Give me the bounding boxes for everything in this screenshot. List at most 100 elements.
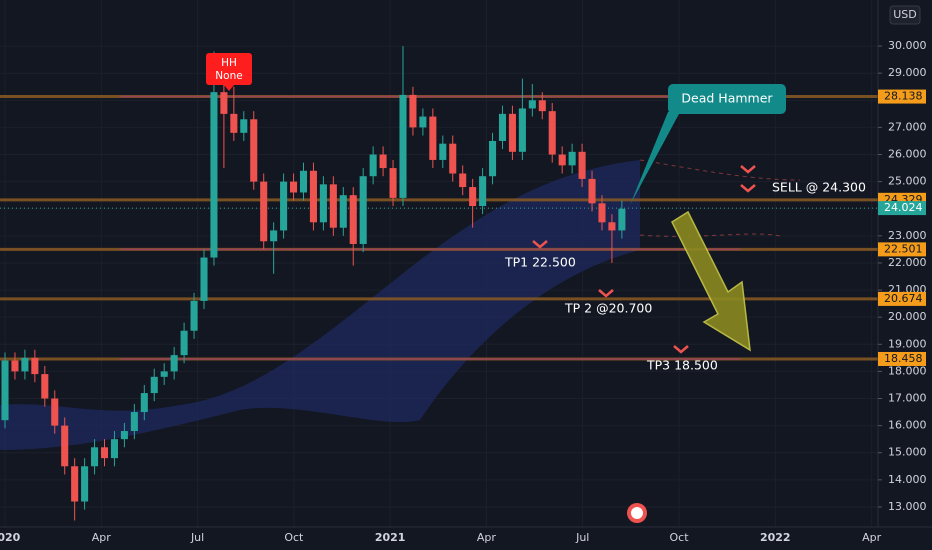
y-tick-label: 16.000 bbox=[888, 419, 927, 432]
candle-body bbox=[538, 100, 546, 112]
axes: 13.000 14.000 15.000 16.000 17.000 18.000 19.0… bbox=[0, 39, 927, 544]
candle-body bbox=[260, 181, 268, 242]
hh-pointer bbox=[224, 85, 234, 91]
candle-body bbox=[210, 92, 218, 258]
candle-body bbox=[290, 181, 298, 193]
candle-body bbox=[389, 168, 397, 198]
candle-body bbox=[299, 170, 308, 193]
candle-body bbox=[120, 431, 128, 440]
candle-body bbox=[71, 466, 79, 502]
candle-body bbox=[220, 92, 228, 114]
chevrons bbox=[532, 165, 756, 354]
x-tick-label: Oct bbox=[284, 531, 304, 544]
candle-body bbox=[21, 357, 29, 372]
level-price-box bbox=[878, 89, 926, 104]
level-price-label: 28.138 bbox=[884, 90, 923, 103]
candle-body bbox=[349, 195, 357, 244]
candle-body bbox=[449, 143, 457, 174]
candle-body bbox=[180, 330, 188, 356]
candle-body bbox=[329, 184, 337, 228]
candle-body bbox=[309, 170, 317, 223]
candle-body bbox=[489, 140, 497, 177]
candle-body bbox=[31, 357, 39, 375]
candle-body bbox=[528, 100, 536, 109]
callout-text: Dead Hammer bbox=[681, 91, 773, 106]
candle-body bbox=[618, 208, 626, 231]
candle-body bbox=[51, 398, 59, 426]
y-tick-label: 25.000 bbox=[888, 175, 927, 188]
candle-body bbox=[518, 108, 526, 152]
candle-body bbox=[339, 195, 347, 228]
x-tick-label: 2021 bbox=[375, 531, 406, 544]
candle-body bbox=[280, 181, 288, 231]
candle-body bbox=[419, 116, 427, 128]
y-tick-label: 27.000 bbox=[888, 120, 927, 133]
candle-body bbox=[409, 94, 417, 128]
tp1-label: TP1 22.500 bbox=[504, 255, 576, 270]
indicator-cloud bbox=[0, 160, 640, 450]
candle-body bbox=[608, 222, 616, 231]
y-tick-label: 30.000 bbox=[888, 39, 927, 52]
candle-body bbox=[91, 447, 99, 467]
candle-body bbox=[81, 466, 89, 502]
level-price-label: 22.501 bbox=[884, 242, 923, 255]
callout-box bbox=[668, 84, 786, 114]
candle-body bbox=[498, 113, 507, 141]
candle-body bbox=[160, 371, 168, 377]
candles bbox=[1, 46, 626, 521]
y-tick-label: 15.000 bbox=[888, 446, 927, 459]
currency-box bbox=[889, 5, 921, 25]
candle-body bbox=[359, 176, 367, 244]
y-tick-label: 19.000 bbox=[888, 337, 927, 350]
indicator-line bbox=[639, 233, 781, 237]
candle-body bbox=[439, 143, 447, 160]
y-tick-label: 17.000 bbox=[888, 392, 927, 405]
x-tick-label: Jul bbox=[190, 531, 204, 544]
current-price-label: 24.024 bbox=[884, 201, 923, 214]
candle-body bbox=[100, 447, 109, 459]
candle-body bbox=[319, 184, 327, 223]
candle-body bbox=[399, 94, 407, 198]
candle-body bbox=[369, 154, 377, 177]
current-price-box bbox=[878, 201, 926, 216]
candle-body bbox=[41, 374, 49, 399]
x-tick-label: 2022 bbox=[760, 531, 791, 544]
candle-body bbox=[578, 151, 586, 179]
y-tick-label: 18.000 bbox=[888, 364, 927, 377]
level-price-label: 18.458 bbox=[884, 352, 923, 365]
candle-body bbox=[110, 439, 118, 459]
hh-label: HH bbox=[221, 57, 237, 69]
indicator-line bbox=[639, 159, 801, 181]
candle-body bbox=[61, 425, 69, 467]
x-tick-label: Apr bbox=[92, 531, 112, 544]
candle-body bbox=[150, 376, 158, 394]
candle-body bbox=[568, 151, 576, 166]
candle-body bbox=[379, 154, 387, 169]
candle-body bbox=[1, 360, 9, 421]
candle-body bbox=[170, 355, 178, 372]
y-tick-label: 20.000 bbox=[888, 310, 927, 323]
candle-body bbox=[508, 113, 516, 152]
y-tick-label: 29.000 bbox=[888, 66, 927, 79]
chevron bbox=[532, 240, 548, 249]
tp3-label: TP3 18.500 bbox=[646, 358, 718, 373]
chevron bbox=[673, 345, 689, 354]
candle-body bbox=[240, 119, 248, 133]
candle-body bbox=[548, 111, 556, 155]
candle-body bbox=[459, 173, 467, 188]
callout-pointer bbox=[630, 112, 680, 205]
level-price-box bbox=[878, 242, 926, 257]
target-arrow bbox=[671, 210, 751, 352]
candle-body bbox=[200, 257, 208, 301]
y-tick-label: 13.000 bbox=[888, 500, 927, 513]
candle-body bbox=[558, 154, 566, 166]
event-icon-inner bbox=[631, 507, 643, 519]
chevron bbox=[740, 165, 756, 174]
x-tick-label: Jul bbox=[575, 531, 589, 544]
x-tick-label: Apr bbox=[477, 531, 497, 544]
level-price-label: 20.674 bbox=[884, 292, 923, 305]
level-price-box bbox=[878, 351, 926, 366]
currency-label: USD bbox=[893, 8, 917, 21]
